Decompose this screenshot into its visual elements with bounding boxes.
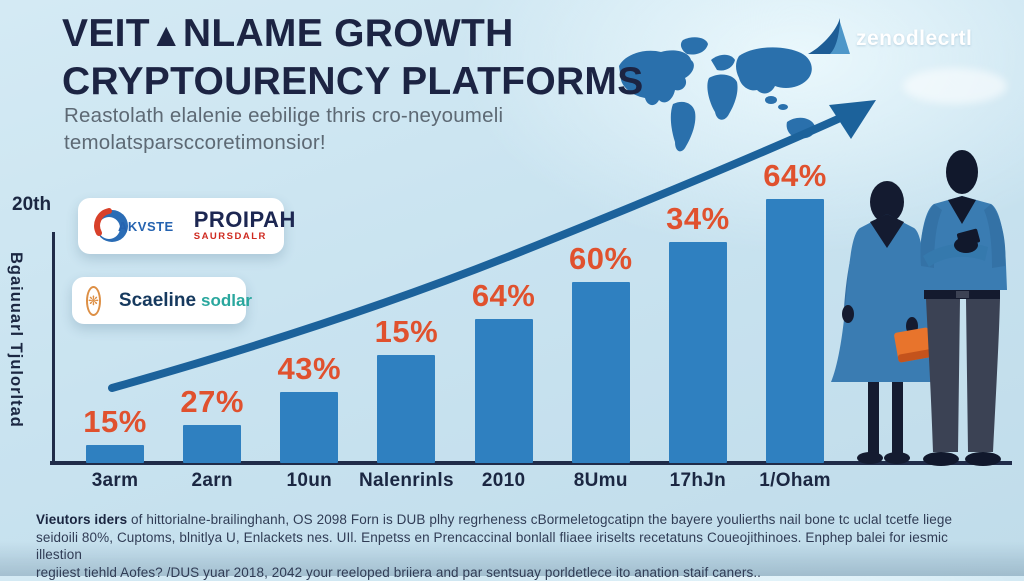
man-silhouette [918, 150, 1007, 466]
partner-badge-scaeline: ❋ Scaeline sodlar [72, 277, 246, 324]
footer-lead: Vieutors iders [36, 512, 127, 527]
partner-badge-proipah: AKVSTE PROIPAH SAURSDALR [78, 198, 284, 254]
badge2-suffix: sodlar [201, 291, 252, 311]
y-axis-label: Bgaiuuarl Tjulorltad [6, 252, 25, 448]
orange-book [894, 327, 934, 363]
footer-line-1: Vieutors iders of hittorialne-brailingha… [36, 511, 994, 529]
footer-paragraph: Vieutors iders of hittorialne-brailingha… [36, 511, 994, 581]
people-silhouettes [810, 140, 1024, 476]
badge2-title: Scaeline [119, 290, 196, 312]
floral-emblem-icon: ❋ [86, 286, 101, 316]
footer-line-2: seidoili 80%, Cuptoms, blnitlya U, Enlac… [36, 529, 994, 564]
badge1-subtitle: SAURSDALR [194, 231, 296, 243]
footer-line-3: regiiest tiehld Aofes? /DUS yuar 2018, 2… [36, 564, 994, 581]
badge1-title: PROIPAH [194, 209, 296, 231]
y-axis-top-label: 20th [12, 194, 51, 216]
badge1-logo: AKVSTE [92, 206, 174, 246]
y-axis-line [52, 232, 55, 463]
badge1-logo-text: AKVSTE [118, 219, 174, 234]
